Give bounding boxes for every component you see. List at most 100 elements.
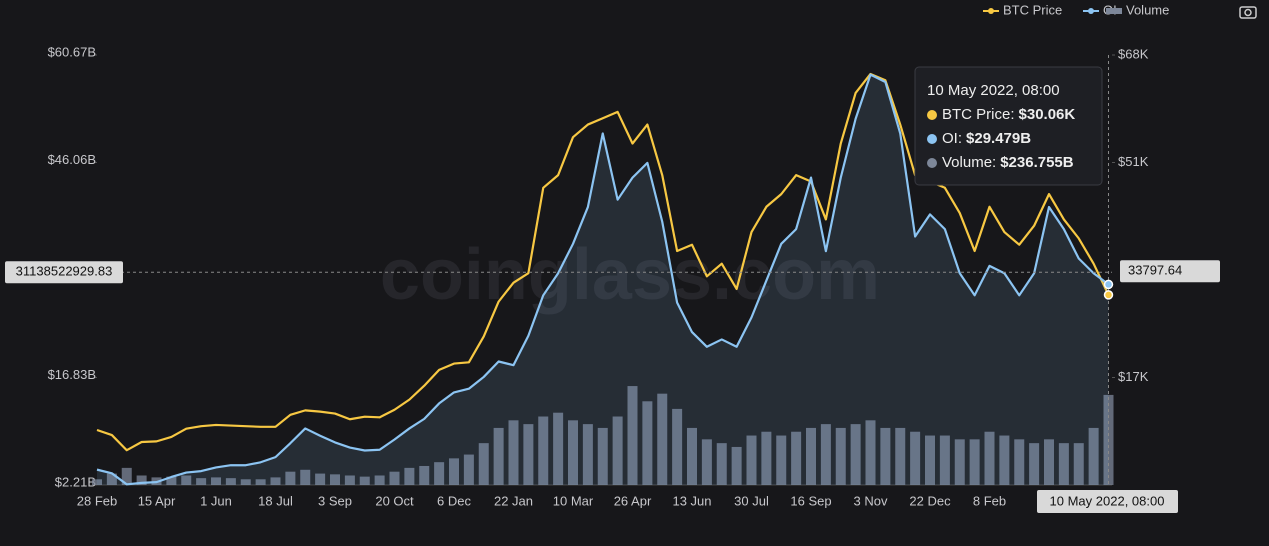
volume-bar xyxy=(880,427,891,485)
volume-bar xyxy=(984,431,995,485)
x-tick-label: 30 Jul xyxy=(734,493,769,508)
volume-bar xyxy=(121,467,132,485)
x-tick-label: 26 Apr xyxy=(614,493,652,508)
legend-label[interactable]: Volume xyxy=(1126,2,1169,17)
volume-bar xyxy=(791,431,802,485)
volume-bar xyxy=(627,386,638,485)
volume-bar xyxy=(255,479,266,485)
volume-bar xyxy=(939,435,950,485)
hover-dot xyxy=(1103,279,1114,290)
volume-bar xyxy=(449,458,459,485)
volume-bar xyxy=(597,427,608,485)
legend-swatch[interactable] xyxy=(1106,8,1122,14)
y2-tick-label: $51K xyxy=(1118,154,1149,169)
volume-bar xyxy=(865,420,876,485)
crosshair-y-label-box xyxy=(5,261,123,284)
volume-bar xyxy=(969,439,980,485)
tooltip-item-value: $236.755B xyxy=(1000,154,1074,171)
volume-bar xyxy=(761,431,772,485)
volume-bar xyxy=(523,424,534,485)
camera-lens[interactable] xyxy=(1244,8,1252,17)
volume-bar xyxy=(1088,427,1099,485)
volume-bar xyxy=(672,408,683,485)
camera-icon[interactable] xyxy=(1239,6,1257,19)
volume-bar xyxy=(642,401,653,485)
volume-bar xyxy=(330,474,340,485)
x-tick-label: 15 Apr xyxy=(138,493,176,508)
volume-bar xyxy=(657,393,668,485)
volume-bar xyxy=(166,476,177,485)
volume-bar xyxy=(553,412,564,485)
x-tick-label: 8 Feb xyxy=(973,493,1006,508)
volume-bar xyxy=(701,439,712,485)
volume-bar xyxy=(820,424,831,485)
legend-label[interactable]: BTC Price xyxy=(1003,2,1062,17)
x-tick-label: 20 Oct xyxy=(375,493,414,508)
volume-bar xyxy=(300,469,311,485)
y2-tick-label: $17K xyxy=(1118,369,1149,384)
camera-body[interactable] xyxy=(1239,6,1257,19)
tooltip-item: OI: $29.479B xyxy=(942,130,1031,147)
volume-bar xyxy=(493,427,504,485)
x-tick-label: 13 Jun xyxy=(672,493,711,508)
volume-bar xyxy=(850,424,861,485)
legend-item[interactable]: Volume xyxy=(1106,2,1169,17)
volume-bar xyxy=(434,462,445,485)
tooltip-item-label: OI: xyxy=(942,130,962,147)
crosshair-y2-box xyxy=(1120,260,1220,283)
volume-bar xyxy=(136,475,147,485)
oi-area xyxy=(97,74,1109,485)
volume-bar xyxy=(1073,443,1084,485)
volume-bar xyxy=(910,431,921,485)
volume-bar xyxy=(374,475,385,485)
volume-bar xyxy=(359,476,370,485)
tooltip-item: BTC Price: $30.06K xyxy=(942,106,1075,123)
y2-tick-label: $68K xyxy=(1118,46,1149,61)
volume-bar xyxy=(582,424,593,485)
volume-bar xyxy=(895,427,906,485)
tooltip-dot xyxy=(927,134,937,144)
volume-bar xyxy=(508,420,519,485)
x-tick-label: 1 Jun xyxy=(200,493,232,508)
volume-bar xyxy=(315,473,326,485)
volume-bar xyxy=(612,416,623,485)
hover-dot xyxy=(1103,290,1114,300)
volume-bar xyxy=(716,443,727,485)
volume-bar xyxy=(731,446,742,485)
volume-bar xyxy=(404,467,415,485)
x-tick-label: 16 Sep xyxy=(790,493,831,508)
volume-bar xyxy=(478,443,489,485)
volume-bar xyxy=(389,471,400,485)
x-tick-label: 6 Dec xyxy=(437,493,471,508)
tooltip-title: 10 May 2022, 08:00 xyxy=(927,82,1060,99)
volume-bar xyxy=(1058,443,1069,485)
volume-bar xyxy=(106,473,117,485)
volume-bar xyxy=(92,479,102,485)
watermark: coinglass.com xyxy=(380,235,880,315)
volume-bar xyxy=(211,477,221,485)
crosshair-x-label-box xyxy=(1037,490,1178,513)
y-tick-label: $60.67B xyxy=(48,44,96,59)
volume-bar xyxy=(181,475,192,485)
tooltip-box xyxy=(914,66,1103,186)
volume-bar xyxy=(240,479,251,485)
volume-bar xyxy=(746,435,757,485)
volume-bar xyxy=(568,420,578,485)
tooltip-item-value: $29.479B xyxy=(966,130,1031,147)
volume-bar xyxy=(225,478,236,485)
volume-bar xyxy=(196,478,207,485)
volume-bar xyxy=(1029,443,1040,485)
x-tick-label: 22 Dec xyxy=(909,493,951,508)
x-tick-label: 22 Jan xyxy=(494,493,533,508)
x-tick-label: 28 Feb xyxy=(77,493,117,508)
volume-bar xyxy=(538,416,549,485)
tooltip-dot xyxy=(927,110,937,120)
legend-item[interactable]: BTC Price xyxy=(983,2,1062,17)
y-tick-label: $2.21B xyxy=(55,474,96,489)
legend-dot[interactable] xyxy=(1088,8,1094,14)
volume-bar xyxy=(687,427,697,485)
legend-dot[interactable] xyxy=(988,8,994,14)
y-tick-label: $16.83B xyxy=(48,367,96,382)
